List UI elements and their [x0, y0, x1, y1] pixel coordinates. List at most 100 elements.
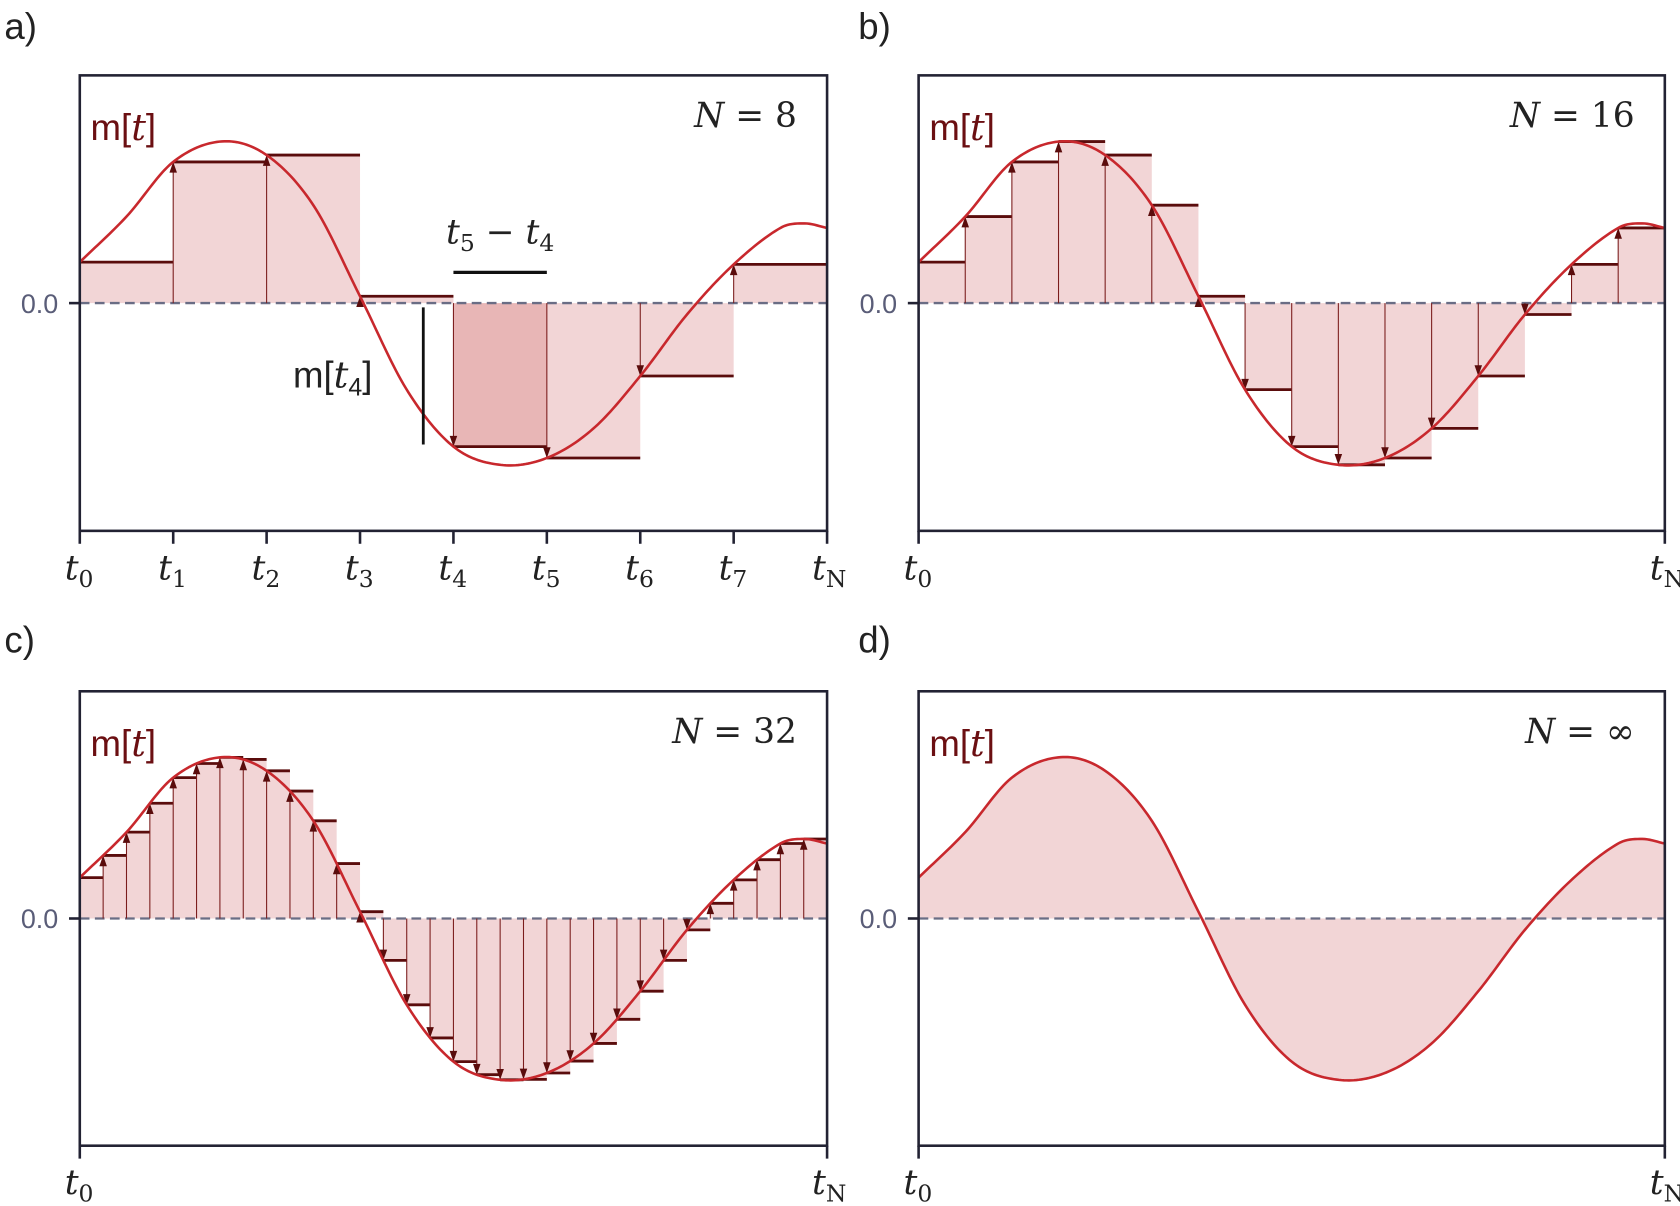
sample-arrowhead	[1054, 141, 1063, 153]
label-part: ]	[146, 107, 156, 148]
label-part: m[	[91, 723, 132, 764]
label-part: m[	[293, 355, 334, 396]
label-part: N	[671, 712, 704, 752]
label-part: N	[826, 1180, 847, 1206]
sample-arrowhead	[1101, 155, 1109, 166]
label-part: m[	[929, 723, 970, 764]
sample-arrowhead	[799, 838, 808, 850]
x-tick-label: t1	[158, 548, 187, 593]
sample-arrowhead	[566, 1050, 574, 1062]
sample-arrowhead	[99, 855, 107, 867]
sample-arrowhead	[1427, 417, 1436, 429]
x-tick-label: tN	[1650, 1163, 1680, 1206]
label-part: t	[970, 106, 985, 149]
interval-label: t5 − t4	[446, 212, 554, 257]
label-part: N	[693, 96, 726, 136]
label-part: 0	[917, 565, 932, 593]
function-curve	[78, 139, 828, 467]
panel-label: a)	[4, 6, 37, 47]
sample-arrowhead	[332, 863, 341, 875]
series-label: m[t]	[91, 106, 157, 149]
label-part: 0	[917, 1180, 932, 1206]
sample-arrowhead	[496, 1069, 504, 1080]
sample-arrowhead	[449, 435, 458, 447]
riemann-bar	[593, 918, 617, 1044]
riemann-bar	[918, 262, 966, 304]
x-tick-label: t0	[904, 548, 933, 593]
sample-arrowhead	[659, 949, 668, 961]
riemann-bar	[406, 918, 431, 1005]
riemann-bar	[686, 918, 711, 930]
x-tick-label: t0	[65, 1163, 94, 1206]
riemann-bar	[780, 843, 804, 919]
riemann-bar	[733, 879, 758, 919]
label-part: ]	[985, 107, 995, 148]
riemann-bar	[1058, 141, 1106, 304]
riemann-bar	[453, 918, 477, 1062]
label-part: 3	[359, 565, 374, 593]
label-part: ]	[985, 723, 995, 764]
riemann-bar	[757, 859, 781, 919]
riemann-bar	[546, 303, 641, 458]
label-part: t	[1650, 1163, 1664, 1203]
label-part: −	[475, 212, 526, 252]
riemann-bar	[1571, 264, 1619, 304]
label-part: t	[526, 212, 540, 252]
series-label: m[t]	[929, 106, 995, 149]
y-tick-label: 0.0	[21, 289, 58, 319]
label-part: 4	[452, 565, 467, 593]
sample-arrowhead	[1521, 303, 1529, 315]
riemann-bar	[219, 757, 244, 919]
riemann-bar	[1151, 205, 1199, 304]
riemann-bar	[1011, 161, 1059, 304]
label-part: t	[904, 1163, 918, 1203]
riemann-bar	[710, 903, 734, 919]
sample-arrowhead	[753, 859, 761, 871]
label-part: t	[334, 354, 349, 397]
riemann-bar	[173, 161, 267, 304]
sample-arrowhead	[309, 820, 318, 832]
label-part: t	[65, 1163, 79, 1203]
label-part: m[	[91, 107, 132, 148]
riemann-bar	[616, 918, 641, 1020]
label-part: t	[158, 548, 172, 588]
sample-arrowhead	[636, 365, 645, 376]
sample-arrowhead	[636, 980, 645, 992]
label-part: 0	[79, 565, 94, 593]
riemann-bar	[313, 820, 337, 919]
height-label: m[t4]	[293, 354, 372, 402]
sample-arrowhead	[216, 757, 224, 769]
label-part: t	[970, 722, 985, 765]
riemann-bar	[149, 803, 174, 919]
function-curve	[78, 755, 828, 1082]
label-part: t	[625, 548, 639, 588]
sample-arrowhead	[169, 777, 177, 789]
label-part: t	[446, 212, 460, 252]
label-part: t	[719, 548, 733, 588]
riemann-bar	[1198, 296, 1246, 304]
riemann-bar	[1618, 227, 1665, 304]
sample-arrowhead	[1241, 378, 1249, 390]
sample-arrowhead	[543, 1062, 551, 1073]
riemann-bar	[1338, 303, 1385, 465]
riemann-bar	[266, 770, 290, 919]
riemann-bar	[733, 264, 828, 304]
x-tick-label: t5	[532, 548, 561, 593]
sample-arrowhead	[379, 949, 388, 961]
x-tick-label: t7	[719, 548, 748, 593]
riemann-bar	[243, 759, 267, 919]
label-part: t	[65, 548, 79, 588]
riemann-bar	[103, 855, 127, 919]
label-part: 5	[546, 565, 561, 593]
sample-arrowhead	[1381, 447, 1389, 458]
riemann-bar	[1478, 303, 1525, 376]
label-part: = ∞	[1555, 712, 1634, 752]
label-part: m[	[929, 107, 970, 148]
label-part: t	[812, 548, 826, 588]
label-part: 5	[460, 229, 475, 257]
sample-arrowhead	[589, 1032, 598, 1044]
label-part: t	[532, 548, 546, 588]
n-annotation: N = 32	[671, 712, 797, 752]
